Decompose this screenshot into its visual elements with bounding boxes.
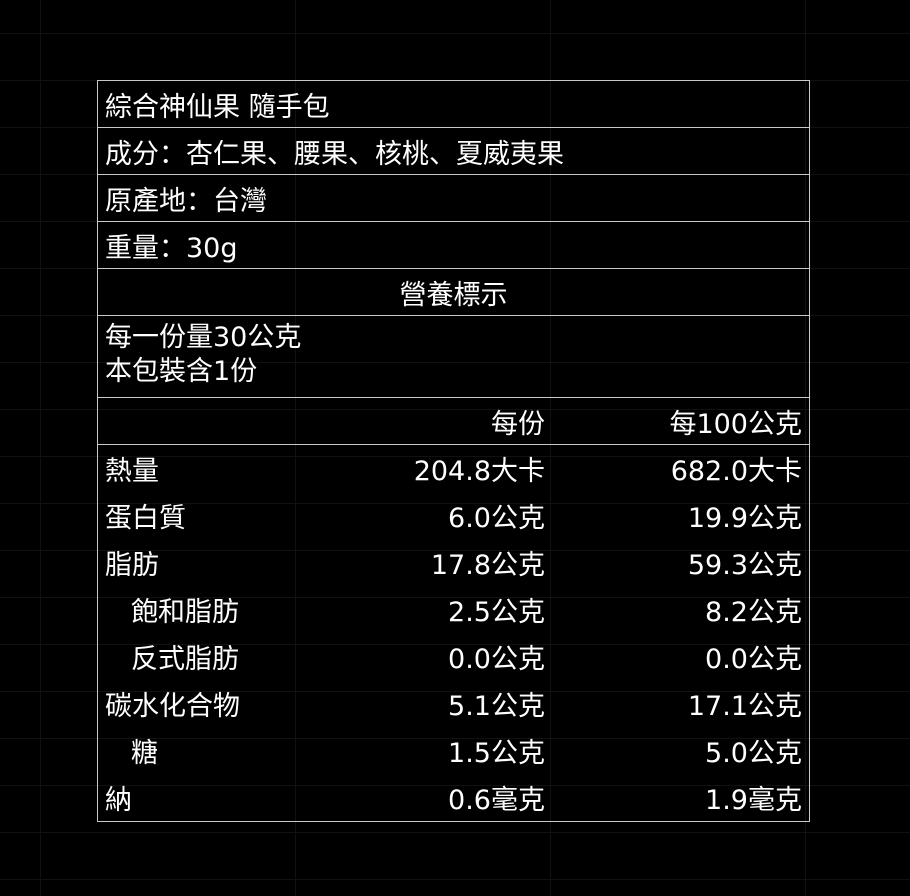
- serving-size: 每一份量30公克: [105, 322, 302, 353]
- per-100g-value: 19.9公克: [687, 503, 802, 534]
- per-100g-value: 17.1公克: [687, 691, 802, 722]
- per-100g-value: 1.9毫克: [705, 785, 802, 816]
- per-100g-header: 每100公克: [669, 408, 802, 440]
- nutrient-name: 熱量: [105, 456, 159, 487]
- serving-info: 每一份量30公克 本包裝含1份: [98, 316, 809, 398]
- nutrient-name: 糖: [131, 738, 158, 769]
- nutrient-row: 反式脂肪 0.0公克 0.0公克: [98, 633, 809, 680]
- nutrient-row: 蛋白質 6.0公克 19.9公克: [98, 492, 809, 539]
- per-serving-header: 每份: [491, 408, 545, 440]
- per-serving-value: 204.8大卡: [413, 456, 545, 487]
- per-100g-value: 0.0公克: [705, 644, 802, 675]
- per-serving-value: 17.8公克: [430, 550, 545, 581]
- per-serving-value: 0.6毫克: [448, 785, 545, 816]
- per-serving-value: 0.0公克: [448, 644, 545, 675]
- nutrient-row: 飽和脂肪 2.5公克 8.2公克: [98, 586, 809, 633]
- nutrient-name: 脂肪: [105, 550, 159, 581]
- weight: 重量：30g: [98, 222, 809, 269]
- nutrition-label: 綜合神仙果 隨手包 成分：杏仁果、腰果、核桃、夏威夷果 原產地：台灣 重量：30…: [97, 80, 810, 822]
- product-name: 綜合神仙果 隨手包: [98, 81, 809, 128]
- origin: 原產地：台灣: [98, 175, 809, 222]
- nutrient-name: 蛋白質: [105, 503, 186, 534]
- per-100g-value: 682.0大卡: [670, 456, 802, 487]
- nutrient-row: 碳水化合物 5.1公克 17.1公克: [98, 680, 809, 727]
- nutrient-name: 反式脂肪: [131, 644, 239, 675]
- per-serving-value: 5.1公克: [448, 691, 545, 722]
- column-header: 每份 每100公克: [98, 398, 809, 445]
- nutrient-row: 納 0.6毫克 1.9毫克: [98, 774, 809, 821]
- servings-per-pack: 本包裝含1份: [105, 356, 258, 387]
- nutrient-row: 糖 1.5公克 5.0公克: [98, 727, 809, 774]
- per-serving-value: 2.5公克: [448, 597, 545, 628]
- nutrient-name: 納: [105, 785, 132, 816]
- nutrient-name: 飽和脂肪: [131, 597, 239, 628]
- per-100g-value: 59.3公克: [687, 550, 802, 581]
- nutrient-name: 碳水化合物: [105, 691, 240, 722]
- per-100g-value: 5.0公克: [705, 738, 802, 769]
- per-serving-value: 1.5公克: [448, 738, 545, 769]
- per-100g-value: 8.2公克: [705, 597, 802, 628]
- nutrient-row: 脂肪 17.8公克 59.3公克: [98, 539, 809, 586]
- ingredients: 成分：杏仁果、腰果、核桃、夏威夷果: [98, 128, 809, 175]
- nutrition-title: 營養標示: [98, 269, 809, 316]
- nutrient-row: 熱量 204.8大卡 682.0大卡: [98, 445, 809, 492]
- per-serving-value: 6.0公克: [448, 503, 545, 534]
